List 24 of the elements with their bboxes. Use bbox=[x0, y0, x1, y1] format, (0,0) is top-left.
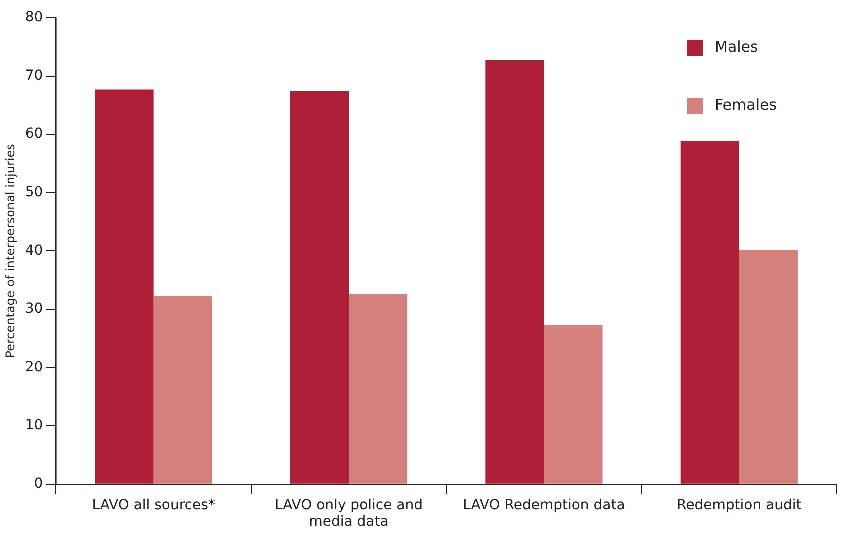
bar bbox=[154, 296, 212, 484]
y-tick-label: 80 bbox=[25, 10, 44, 26]
x-tick-label: LAVO only police and media data bbox=[275, 497, 424, 530]
y-tick-label: 0 bbox=[34, 476, 44, 492]
bar bbox=[544, 325, 603, 484]
y-tick-label: 20 bbox=[25, 359, 44, 376]
y-tick-label: 60 bbox=[25, 126, 44, 142]
x-tick-label: Redemption audit bbox=[677, 497, 802, 514]
y-axis-title: Percentage of interpersonal injuries bbox=[3, 144, 18, 358]
legend-label: Males bbox=[715, 38, 759, 56]
legend-label: Females bbox=[715, 96, 778, 114]
y-tick-label: 10 bbox=[25, 418, 44, 434]
bar bbox=[486, 60, 544, 484]
y-tick-label: 40 bbox=[25, 242, 44, 259]
y-tick-label: 50 bbox=[25, 184, 44, 201]
bar bbox=[95, 90, 154, 484]
x-tick-label: LAVO all sources* bbox=[92, 497, 216, 514]
bar bbox=[680, 141, 740, 484]
y-tick-label: 30 bbox=[25, 301, 44, 318]
bar bbox=[290, 91, 350, 484]
bar bbox=[349, 294, 408, 484]
x-tick-label: LAVO Redemption data bbox=[463, 497, 626, 514]
bar bbox=[739, 250, 798, 484]
y-tick-label: 70 bbox=[25, 68, 44, 84]
